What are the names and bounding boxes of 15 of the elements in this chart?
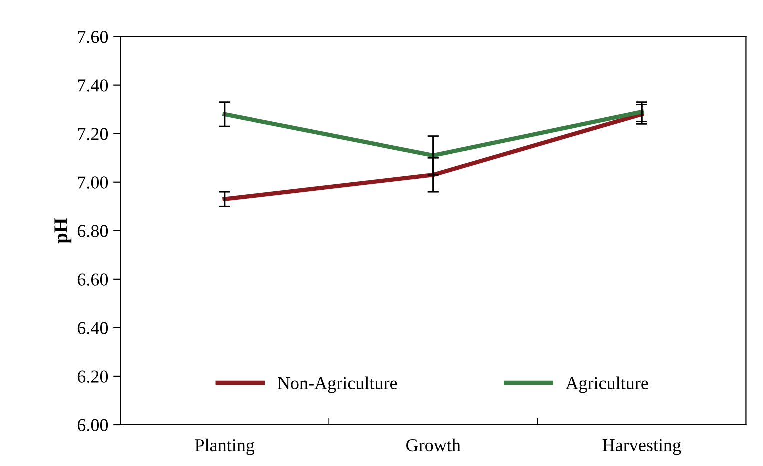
y-tick-label: 7.00	[78, 176, 108, 189]
y-tick-label: 6.80	[78, 225, 108, 238]
legend-label: Non-Agriculture	[278, 376, 398, 394]
y-tick-label: 6.20	[78, 370, 108, 383]
y-tick-label: 6.60	[78, 274, 108, 286]
legend-label: Agriculture	[566, 376, 648, 394]
x-tick-label: Planting	[195, 438, 255, 456]
x-tick-label: Growth	[406, 438, 461, 452]
y-axis-title: pH	[54, 218, 72, 244]
y-tick-label: 7.20	[78, 128, 108, 140]
y-tick-label: 7.40	[78, 80, 108, 92]
y-tick-label: 6.40	[78, 322, 108, 334]
y-tick-label: 6.00	[78, 419, 108, 432]
y-tick-label: 7.60	[78, 31, 108, 44]
x-tick-label: Harvesting	[602, 439, 682, 456]
